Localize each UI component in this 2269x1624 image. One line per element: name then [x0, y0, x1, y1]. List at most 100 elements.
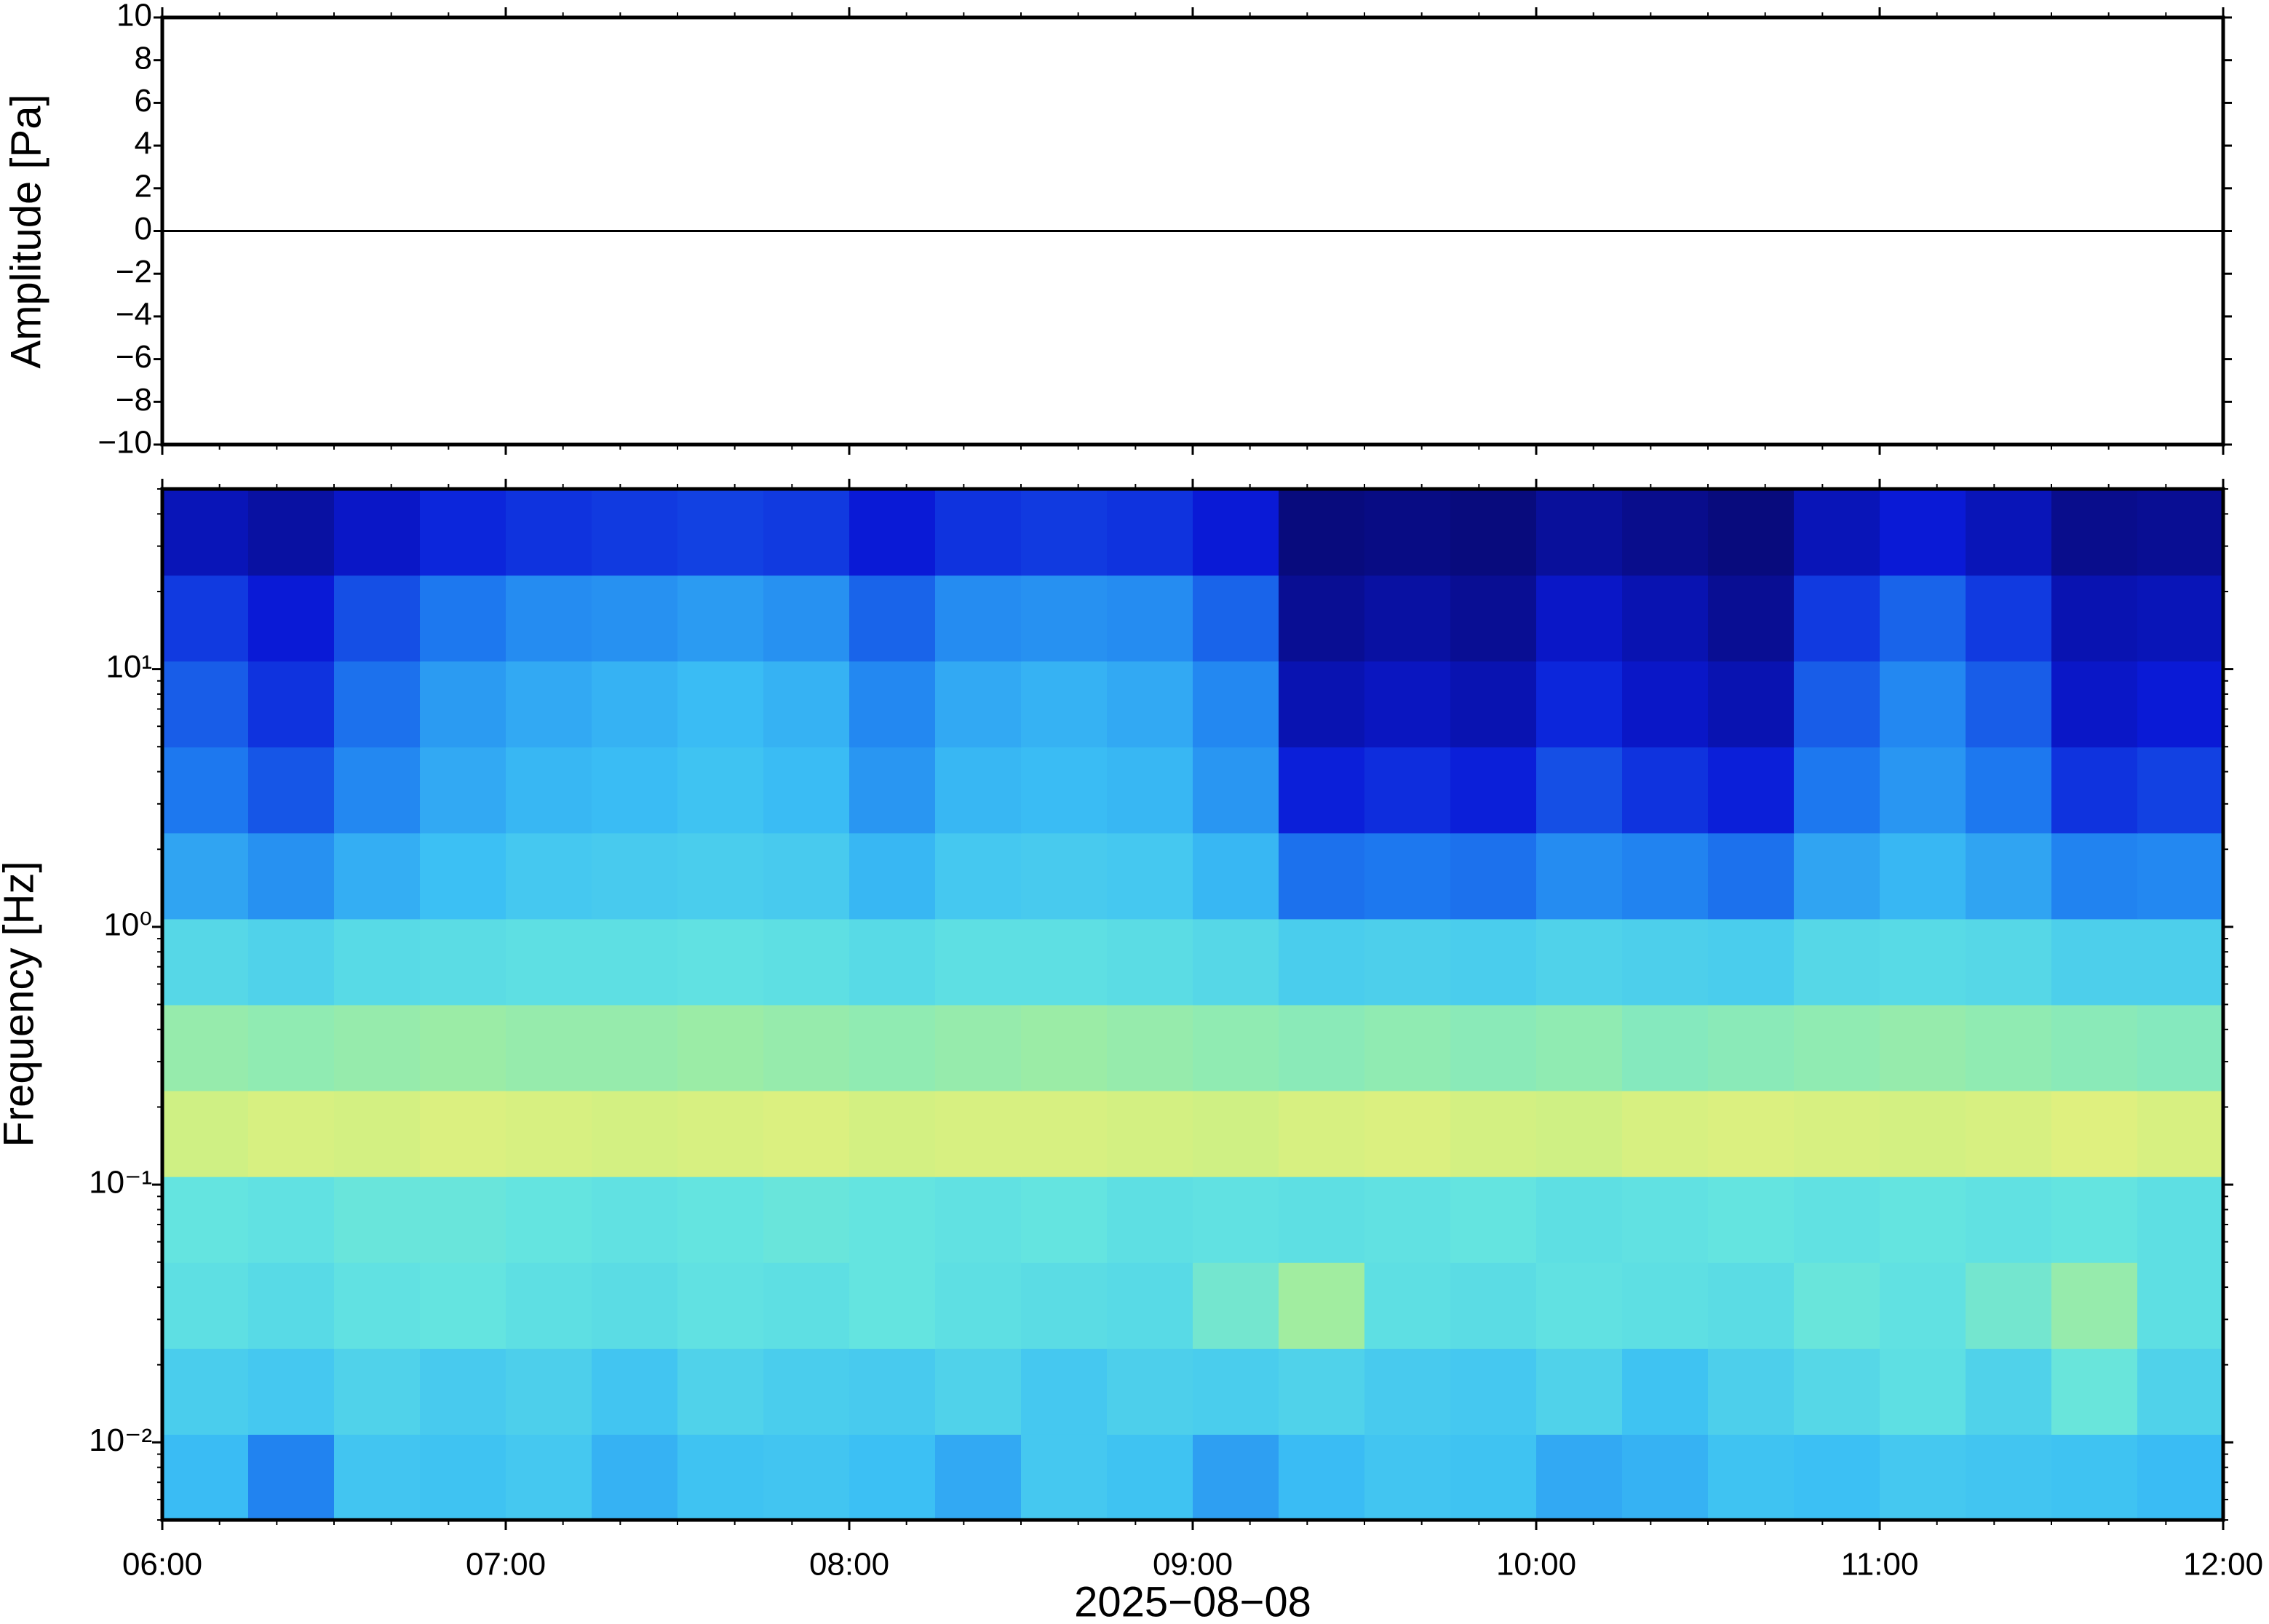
- heat-cell: [849, 1176, 936, 1263]
- heat-cell: [162, 1176, 249, 1263]
- heat-cell: [1966, 661, 2052, 748]
- heat-cell: [1450, 489, 1537, 576]
- heat-cell: [763, 575, 850, 662]
- heat-cell: [677, 918, 764, 1006]
- heat-cell: [1966, 489, 2052, 576]
- heat-cell: [1193, 918, 1279, 1006]
- heat-cell: [1794, 1348, 1880, 1435]
- y-axis-label: Frequency [Hz]: [0, 861, 42, 1147]
- heat-cell: [763, 1348, 850, 1435]
- heat-cell: [677, 1090, 764, 1177]
- heat-cell: [1279, 1262, 1365, 1349]
- heat-cell: [2051, 747, 2138, 834]
- heat-cell: [506, 747, 592, 834]
- heat-cell: [1364, 918, 1451, 1006]
- heat-cell: [1536, 1348, 1623, 1435]
- heat-cell: [1794, 489, 1880, 576]
- heat-cell: [334, 747, 421, 834]
- x-tick-label: 09:00: [1153, 1547, 1233, 1583]
- heat-cell: [1622, 1090, 1709, 1177]
- heat-cell: [849, 575, 936, 662]
- heat-cell: [1708, 747, 1795, 834]
- heat-cell: [1021, 832, 1108, 920]
- heat-cell: [1880, 1176, 1966, 1263]
- heat-cell: [935, 1090, 1022, 1177]
- heat-cell: [1794, 832, 1880, 920]
- heat-cell: [420, 489, 506, 576]
- heat-cell: [677, 1262, 764, 1349]
- heat-cell: [1794, 918, 1880, 1006]
- heat-cell: [1708, 1262, 1795, 1349]
- heat-cell: [1364, 1348, 1451, 1435]
- heat-cell: [1021, 1433, 1108, 1521]
- heat-cell: [334, 1176, 421, 1263]
- heat-cell: [1536, 747, 1623, 834]
- heat-cell: [1107, 661, 1193, 748]
- heat-cell: [1193, 1090, 1279, 1177]
- heat-cell: [1622, 832, 1709, 920]
- heat-cell: [2051, 661, 2138, 748]
- heat-cell: [420, 1262, 506, 1349]
- heat-cell: [935, 918, 1022, 1006]
- heat-cell: [1880, 1090, 1966, 1177]
- heat-cell: [849, 489, 936, 576]
- heat-cell: [1966, 575, 2052, 662]
- heat-cell: [1193, 747, 1279, 834]
- heat-cell: [334, 1090, 421, 1177]
- x-tick-label: 12:00: [2183, 1547, 2263, 1583]
- y-tick-label: −6: [116, 339, 152, 375]
- y-tick-label: 10: [116, 0, 152, 33]
- heat-cell: [763, 832, 850, 920]
- heat-cell: [592, 489, 678, 576]
- heat-cell: [1880, 489, 1966, 576]
- heat-cell: [849, 1004, 936, 1091]
- heat-cell: [1193, 1004, 1279, 1091]
- heat-cell: [592, 1176, 678, 1263]
- heat-cell: [677, 747, 764, 834]
- heat-cell: [1622, 918, 1709, 1006]
- heat-cell: [1536, 1262, 1623, 1349]
- heat-cell: [935, 1004, 1022, 1091]
- heat-cell: [1021, 1176, 1108, 1263]
- y-tick-label: −4: [116, 297, 152, 333]
- heat-cell: [1708, 661, 1795, 748]
- heat-cell: [1193, 1262, 1279, 1349]
- heat-cell: [1021, 1348, 1108, 1435]
- heat-cell: [334, 575, 421, 662]
- heat-cell: [1279, 661, 1365, 748]
- heat-cell: [1279, 489, 1365, 576]
- y-tick-label: 6: [135, 83, 152, 119]
- heat-cell: [248, 661, 335, 748]
- heat-cell: [506, 1090, 592, 1177]
- heat-cell: [2137, 575, 2224, 662]
- heat-cell: [506, 1348, 592, 1435]
- heat-cell: [935, 575, 1022, 662]
- heat-cell: [1107, 1004, 1193, 1091]
- heat-cell: [1794, 1090, 1880, 1177]
- heat-cell: [1450, 1090, 1537, 1177]
- heat-cell: [1794, 1433, 1880, 1521]
- heat-cell: [1107, 1262, 1193, 1349]
- heat-cell: [420, 575, 506, 662]
- heat-cell: [763, 747, 850, 834]
- heat-cell: [1021, 1262, 1108, 1349]
- heat-cell: [592, 1348, 678, 1435]
- y-tick-label: −8: [116, 382, 152, 418]
- heat-cell: [677, 1004, 764, 1091]
- heat-cell: [849, 1090, 936, 1177]
- heat-cell: [162, 489, 249, 576]
- heat-cell: [1708, 1004, 1795, 1091]
- heat-cell: [1708, 575, 1795, 662]
- heat-cell: [1021, 489, 1108, 576]
- heat-cell: [1279, 1004, 1365, 1091]
- heat-cell: [1107, 747, 1193, 834]
- heat-cell: [2137, 832, 2224, 920]
- heat-cell: [2137, 1004, 2224, 1091]
- heat-cell: [849, 1262, 936, 1349]
- heat-cell: [2137, 661, 2224, 748]
- heat-cell: [2137, 489, 2224, 576]
- heat-cell: [334, 661, 421, 748]
- heat-cell: [1364, 747, 1451, 834]
- heat-cell: [1279, 832, 1365, 920]
- heat-cell: [1021, 661, 1108, 748]
